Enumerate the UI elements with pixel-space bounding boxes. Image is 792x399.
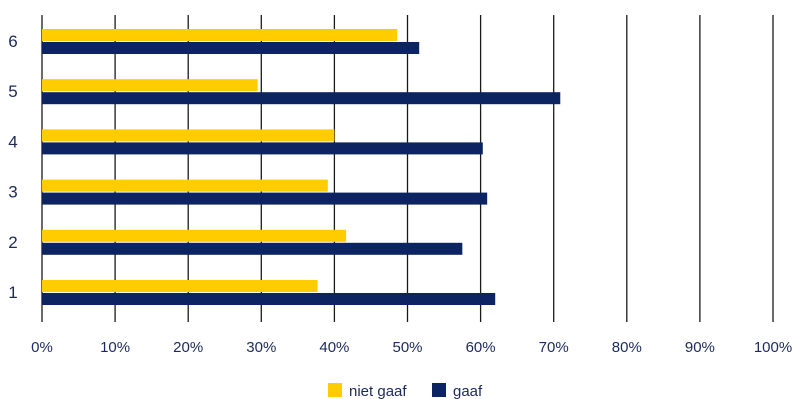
y-category-label: 5 [8,82,17,101]
legend-label-gaaf: gaaf [453,383,483,399]
bars [42,29,561,305]
axis-labels: 0% 10% 20% 30% 40% 50% 60% 70% 80% 90% 100% 1 2 3 4 5 6 [8,32,792,356]
y-category-label: 2 [8,233,17,252]
bar-niet-gaaf-1 [42,280,318,292]
bar-niet-gaaf-3 [42,179,328,192]
gridlines [41,15,774,322]
x-tick-label: 20% [173,339,203,356]
x-tick-label: 60% [466,339,496,356]
y-category-label: 1 [8,283,17,302]
x-tick-label: 70% [539,339,569,356]
x-tick-label: 50% [392,339,422,356]
x-tick-label: 100% [754,339,792,356]
bar-gaaf-3 [42,192,488,205]
bar-gaaf-4 [42,142,483,155]
y-category-label: 6 [8,32,17,51]
y-category-label: 4 [8,132,17,151]
x-tick-label: 80% [612,339,642,356]
x-tick-label: 0% [31,339,53,356]
legend: niet gaaf gaaf [328,383,483,399]
x-tick-label: 90% [685,339,715,356]
legend-swatch-gaaf [432,383,446,397]
bar-gaaf-2 [42,242,463,255]
bar-niet-gaaf-4 [42,129,335,142]
bar-gaaf-5 [42,92,561,105]
bar-gaaf-1 [42,293,496,305]
y-category-label: 3 [8,183,17,202]
x-tick-label: 10% [100,339,130,356]
bar-gaaf-6 [42,42,420,54]
bar-niet-gaaf-2 [42,229,347,242]
x-tick-label: 30% [246,339,276,356]
bar-niet-gaaf-6 [42,29,398,41]
x-tick-label: 40% [319,339,349,356]
legend-label-niet-gaaf: niet gaaf [349,383,407,399]
bar-niet-gaaf-5 [42,79,258,92]
legend-swatch-niet-gaaf [328,383,342,397]
